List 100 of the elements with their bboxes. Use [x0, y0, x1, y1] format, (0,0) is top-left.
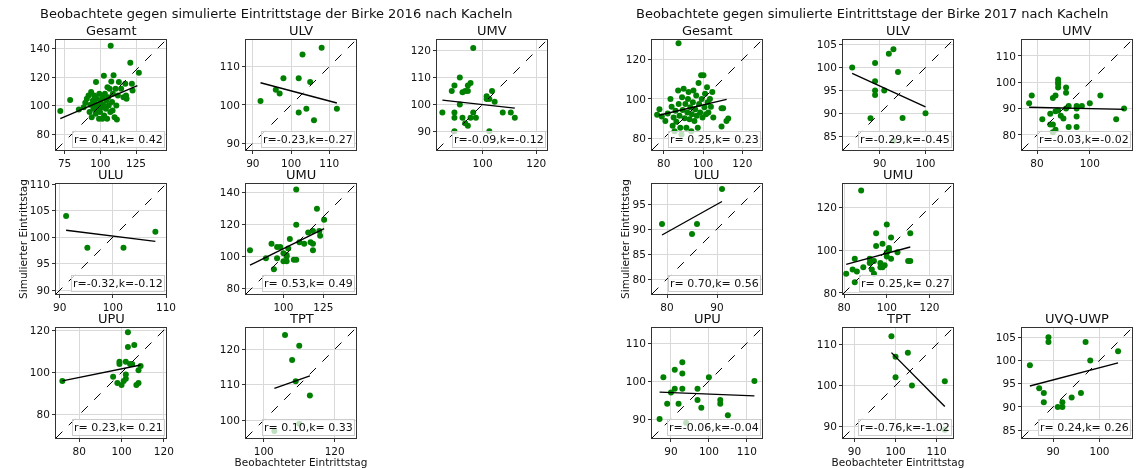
x-tick-label: 120	[919, 300, 940, 313]
x-axis-title: Beobachteter Eintrittstag	[234, 456, 368, 468]
y-tick-label: 110	[410, 71, 431, 84]
y-tick-label: 100	[29, 99, 50, 112]
chart-title: UVQ-UWP	[1045, 311, 1110, 326]
x-tick-label: 100	[472, 156, 493, 169]
y-tick-label: 85	[632, 247, 646, 260]
y-tick-label: 120	[219, 342, 240, 355]
x-tick-label: 125	[125, 156, 147, 169]
x-tick-label: 90	[872, 156, 887, 169]
y-tick-label: 95	[632, 197, 646, 210]
y-tick-label: 85	[1002, 423, 1016, 436]
x-tick-label: 90	[847, 444, 862, 457]
y-tick-label: 140	[29, 42, 50, 55]
x-tick-label: 100	[1079, 156, 1100, 169]
y-tick-label: 90	[226, 136, 240, 149]
chart-title: UMV	[477, 23, 507, 38]
chart-title: ULV	[886, 23, 911, 38]
x-tick-label: 90	[53, 300, 67, 313]
y-tick-label: 110	[29, 177, 50, 190]
x-tick-label: 100	[885, 444, 906, 457]
y-tick-label: 95	[1002, 377, 1016, 390]
y-tick-label: 110	[995, 49, 1016, 62]
x-tick-label: 90	[1046, 444, 1060, 457]
y-tick-label: 80	[632, 272, 646, 285]
x-tick-label: 120	[153, 444, 174, 457]
y-tick-label: 105	[995, 330, 1016, 343]
y-tick-label: 100	[219, 250, 240, 263]
y-tick-label: 100	[995, 75, 1016, 88]
x-tick-label: 120	[324, 444, 345, 457]
y-tick-label: 90	[1002, 400, 1016, 413]
chart-title: ULU	[98, 167, 124, 182]
y-tick-label: 80	[632, 131, 646, 144]
chart-title: UMU	[286, 167, 317, 182]
x-tick-label: 100	[111, 444, 132, 457]
x-tick-label: 100	[90, 156, 111, 169]
x-tick-label: 120	[526, 156, 547, 169]
y-tick-label: 140	[219, 186, 240, 199]
x-tick-label: 100	[253, 444, 274, 457]
chart-title: UMU	[883, 167, 914, 182]
x-tick-label: 110	[736, 444, 757, 457]
x-tick-label: 120	[732, 156, 753, 169]
x-tick-label: 90	[246, 156, 260, 169]
chart-title: TPT	[886, 311, 911, 326]
y-tick-label: 90	[417, 124, 431, 137]
chart-title: ULV	[289, 23, 314, 38]
y-tick-label: 100	[219, 413, 240, 426]
annotation: r=-0.03,k=-0.02	[1039, 133, 1129, 146]
text: Beobachtete gegen simulierte Eintrittstage der Birke 2017 nach Kacheln	[636, 6, 1109, 21]
x-tick-label: 80	[660, 300, 674, 313]
x-tick-label: 100	[693, 156, 714, 169]
x-tick-label: 100	[915, 156, 936, 169]
x-tick-label: 110	[155, 300, 177, 313]
y-tick-label: 90	[632, 412, 646, 425]
y-tick-label: 100	[816, 61, 837, 74]
y-tick-label: 120	[625, 53, 646, 66]
annotation: r= 0.53,k= 0.49	[264, 277, 353, 290]
annotation: r= 0.25,k= 0.27	[861, 277, 950, 290]
x-tick-label: 100	[698, 444, 719, 457]
y-tick-label: 110	[625, 336, 646, 349]
y-tick-label: 100	[625, 374, 646, 387]
y-tick-label: 120	[219, 218, 240, 231]
annotation: r=-0.29,k=-0.45	[860, 133, 950, 146]
y-tick-label: 100	[625, 92, 646, 105]
y-tick-label: 80	[823, 286, 837, 299]
y-tick-label: 100	[29, 230, 50, 243]
x-tick-label: 110	[319, 156, 340, 169]
annotation: r=-0.09,k=-0.12	[454, 133, 544, 146]
y-axis-title: Simulierter Eintrittstag	[619, 179, 632, 299]
annotation: r=-0.23,k=-0.27	[263, 133, 353, 146]
y-tick-label: 90	[823, 420, 837, 433]
y-tick-label: 90	[823, 107, 837, 120]
y-tick-label: 100	[816, 379, 837, 392]
y-tick-label: 95	[36, 257, 50, 270]
annotation: r=-0.32,k=-0.12	[73, 277, 163, 290]
y-tick-label: 90	[1002, 102, 1016, 115]
y-tick-label: 110	[219, 60, 240, 73]
x-tick-label: 100	[102, 300, 123, 313]
x-axis-title: Beobachteter Eintrittstag	[831, 456, 965, 468]
y-tick-label: 80	[1002, 128, 1016, 141]
x-tick-label: 80	[657, 156, 671, 169]
annotation: r=-0.06,k=-0.04	[669, 421, 759, 434]
text: Beobachtete gegen simulierte Eintrittstage der Birke 2016 nach Kacheln	[40, 6, 513, 21]
chart-title: UPU	[98, 311, 125, 326]
chart-title: ULU	[694, 167, 720, 182]
chart-title: UPU	[694, 311, 721, 326]
y-tick-label: 105	[29, 204, 50, 217]
y-tick-label: 100	[410, 98, 431, 111]
y-tick-label: 100	[29, 366, 50, 379]
y-tick-label: 100	[219, 98, 240, 111]
chart-title: TPT	[289, 311, 314, 326]
x-tick-label: 125	[313, 300, 334, 313]
y-tick-label: 80	[36, 127, 50, 140]
y-tick-label: 95	[823, 84, 837, 97]
y-tick-label: 105	[816, 38, 837, 51]
annotation: r= 0.41,k= 0.42	[74, 133, 163, 146]
x-tick-label: 100	[273, 300, 294, 313]
annotation: r=-0.76,k=-1.02	[860, 421, 950, 434]
y-tick-label: 120	[410, 44, 431, 57]
annotation: r= 0.24,k= 0.26	[1040, 421, 1129, 434]
